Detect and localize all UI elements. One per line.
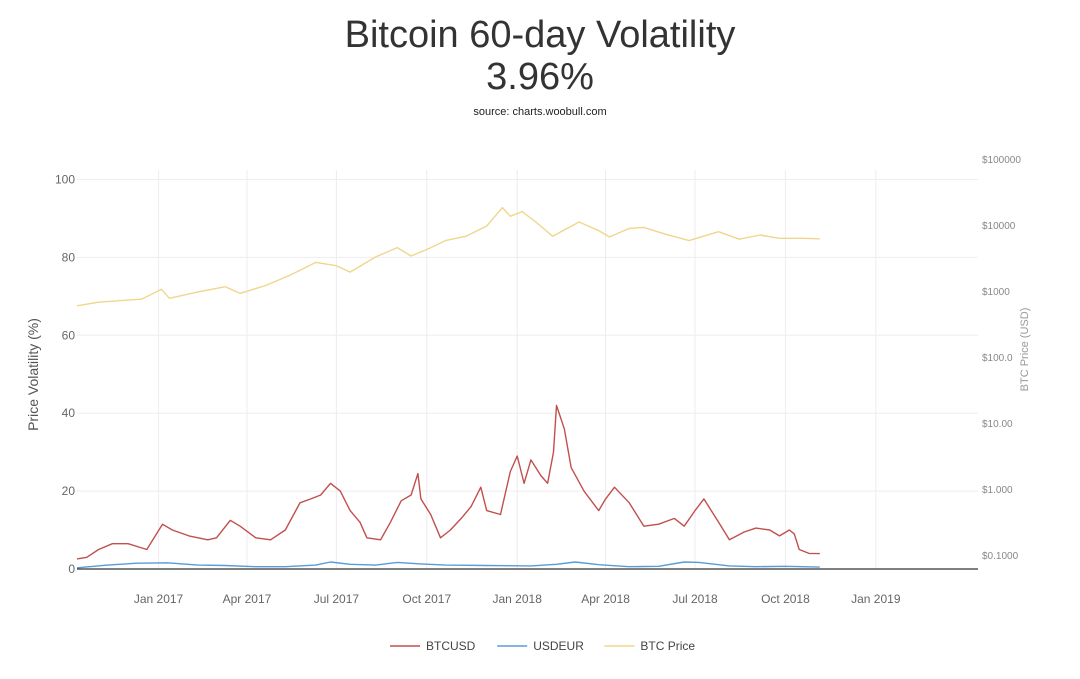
x-tick-label: Apr 2017 — [223, 592, 272, 606]
x-tick-label: Apr 2018 — [581, 592, 630, 606]
y-tick-label: 80 — [62, 250, 76, 264]
y2-tick-label: $1000 — [982, 287, 1010, 298]
current-volatility-value: 3.96% — [486, 56, 594, 98]
y2-tick-label: $100.0 — [982, 353, 1013, 364]
legend-label: BTC Price — [640, 639, 695, 653]
legend-label: BTCUSD — [426, 639, 476, 653]
x-tick-label: Jan 2017 — [134, 592, 184, 606]
series-line-btc-price — [76, 206, 820, 307]
y-axis-left: 0 20 40 60 80 100 — [55, 172, 75, 576]
series-lines — [76, 206, 820, 569]
y-tick-label: 0 — [68, 562, 75, 576]
y2-tick-label: $100000 — [982, 155, 1021, 166]
chart-title: Bitcoin 60-day Volatility — [344, 14, 736, 56]
chart-source: source: charts.woobull.com — [473, 106, 607, 118]
legend-label: USDEUR — [533, 639, 584, 653]
y2-tick-label: $10000 — [982, 221, 1016, 232]
x-tick-label: Oct 2018 — [761, 592, 810, 606]
y-tick-label: 60 — [62, 328, 76, 342]
grid-lines — [77, 170, 978, 569]
series-line-usdeur — [76, 561, 820, 569]
y-tick-label: 40 — [62, 406, 76, 420]
y-axis-label: Price Volatility (%) — [25, 318, 41, 431]
x-axis: Jan 2017 Apr 2017 Jul 2017 Oct 2017 Jan 2018… — [134, 592, 901, 606]
y2-tick-label: $0.1000 — [982, 551, 1019, 562]
y-axis-right: $0.1000 $1.000 $10.00 $100.0 $1000 $10000 $100… — [982, 155, 1021, 562]
y2-axis-label: BTC Price (USD) — [1019, 308, 1031, 392]
y2-tick-label: $10.00 — [982, 419, 1013, 430]
x-tick-label: Oct 2017 — [402, 592, 451, 606]
y-tick-label: 100 — [55, 172, 75, 186]
x-tick-label: Jul 2018 — [672, 592, 718, 606]
x-tick-label: Jan 2019 — [851, 592, 901, 606]
legend: BTCUSD USDEUR BTC Price — [390, 639, 695, 653]
x-tick-label: Jul 2017 — [314, 592, 360, 606]
y-tick-label: 20 — [62, 484, 76, 498]
series-line-btcusd — [76, 404, 820, 560]
y2-tick-label: $1.000 — [982, 485, 1013, 496]
x-tick-label: Jan 2018 — [492, 592, 542, 606]
